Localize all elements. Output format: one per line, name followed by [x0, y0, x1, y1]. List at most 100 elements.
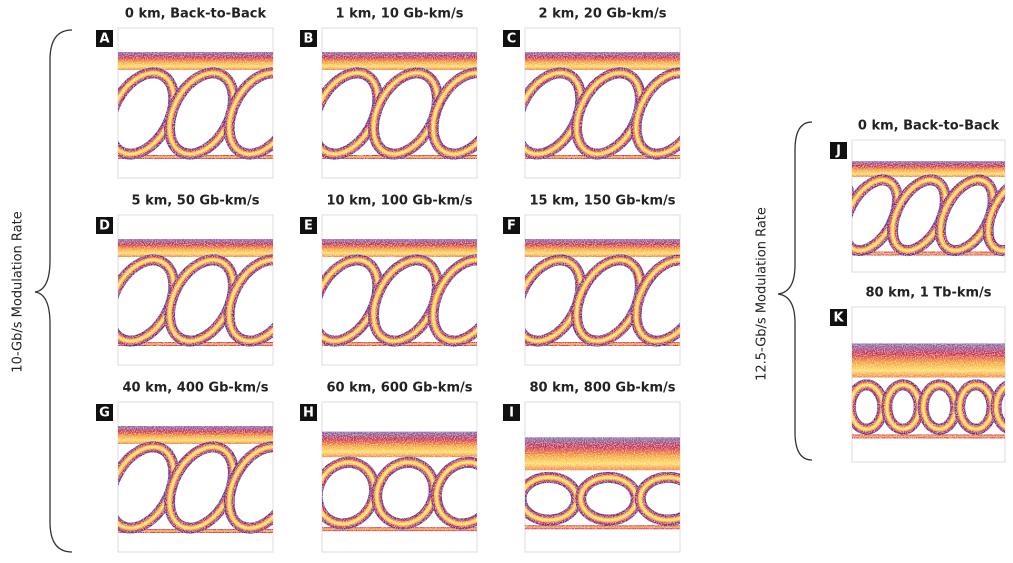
letter-box — [96, 30, 113, 47]
eye-diagram: J — [786, 139, 1006, 273]
brace — [777, 121, 813, 461]
eye-opening — [852, 174, 856, 257]
eye-opening — [683, 62, 773, 165]
top-rail — [852, 161, 1005, 177]
eye-opening — [118, 441, 120, 534]
letter-box — [96, 404, 113, 421]
top-rail — [322, 52, 477, 70]
panel-title: 5 km, 50 Gb-km/s — [132, 194, 260, 209]
eye-opening — [375, 461, 436, 526]
eye-diagram: A — [37, 27, 274, 179]
eye-art — [525, 52, 773, 165]
eye-opening — [814, 385, 846, 429]
eye-opening — [431, 71, 477, 156]
letter-box — [503, 30, 520, 47]
eye-opening — [37, 436, 127, 539]
eye-diagram: C — [503, 27, 773, 179]
panel-letter: G — [99, 406, 110, 421]
eye-art — [322, 52, 477, 160]
eye-opening — [435, 461, 477, 526]
eye-opening — [118, 442, 119, 533]
eye-opening — [700, 477, 756, 520]
eye-opening — [814, 385, 846, 429]
eye-opening — [37, 62, 127, 165]
eye-diagram: E — [300, 214, 478, 366]
eye-opening — [683, 62, 773, 165]
panel-letter: K — [833, 311, 844, 326]
letter-box — [503, 217, 520, 234]
top-rail — [118, 52, 273, 70]
panel-letter: B — [304, 32, 314, 47]
top-rail — [525, 52, 680, 70]
eye-opening — [994, 385, 1005, 429]
panel-letter: A — [99, 32, 109, 47]
bottom-rail-core — [852, 435, 1005, 438]
eye-diagram: G — [37, 401, 274, 553]
eye-art — [37, 426, 273, 539]
top-rail — [118, 239, 273, 257]
top-rail — [525, 239, 680, 257]
eye-art — [37, 239, 273, 352]
letter-box — [830, 309, 847, 326]
eye-opening — [700, 477, 756, 520]
letter-box — [96, 217, 113, 234]
eye-art — [814, 343, 1005, 439]
panel-letter: E — [304, 219, 313, 234]
eye-opening — [431, 258, 477, 343]
eye-opening — [683, 62, 773, 165]
eye-diagram: K — [814, 306, 1006, 463]
eye-art — [786, 161, 1005, 259]
panel-letter: C — [507, 32, 517, 47]
eye-opening — [683, 62, 773, 165]
group-label: 12.5-Gb/s Modulation Rate — [755, 207, 770, 381]
panel-title: 0 km, Back-to-Back — [125, 7, 267, 22]
panel-letter: F — [507, 219, 516, 234]
eye-opening — [37, 62, 127, 165]
eye-opening — [227, 445, 273, 530]
eye-opening — [814, 385, 846, 429]
eye-art — [525, 437, 756, 530]
eye-opening — [634, 71, 680, 156]
eye-diagram: I — [503, 401, 756, 553]
top-rail — [525, 437, 680, 471]
eye-diagram: D — [37, 214, 274, 366]
letter-box — [300, 217, 317, 234]
panel-title: 60 km, 600 Gb-km/s — [327, 381, 473, 396]
eye-art — [322, 431, 477, 532]
letter-box — [300, 30, 317, 47]
eye-diagram: H — [300, 401, 478, 553]
bottom-rail-core — [525, 526, 680, 529]
panel-letter: I — [509, 406, 514, 421]
eye-opening — [814, 385, 846, 429]
eye-opening — [700, 477, 756, 520]
eye-opening — [118, 255, 119, 346]
panel-letter: J — [835, 144, 841, 159]
panel-title: 40 km, 400 Gb-km/s — [123, 381, 269, 396]
panel-title: 2 km, 20 Gb-km/s — [539, 7, 667, 22]
eye-opening — [852, 175, 854, 255]
eye-opening — [37, 436, 127, 539]
bottom-rail-core — [852, 252, 1005, 255]
eye-opening — [118, 67, 120, 160]
eye-diagram: B — [300, 27, 478, 179]
eye-opening — [322, 461, 376, 526]
eye-art — [322, 239, 477, 347]
top-rail — [322, 431, 477, 458]
eye-opening — [634, 258, 680, 343]
panel-title: 15 km, 150 Gb-km/s — [530, 194, 676, 209]
eye-opening — [37, 249, 127, 352]
brace — [34, 29, 73, 553]
top-rail — [852, 343, 1005, 378]
eye-art — [37, 52, 273, 165]
eye-opening — [118, 254, 120, 347]
panel-letter: D — [99, 219, 110, 234]
eye-opening — [227, 258, 273, 343]
panel-title: 1 km, 10 Gb-km/s — [336, 7, 464, 22]
panel-title: 80 km, 800 Gb-km/s — [530, 381, 676, 396]
panel-letter: H — [303, 406, 314, 421]
top-rail — [322, 239, 477, 257]
eye-opening — [227, 71, 273, 156]
letter-box — [503, 404, 520, 421]
eye-opening — [786, 171, 861, 259]
